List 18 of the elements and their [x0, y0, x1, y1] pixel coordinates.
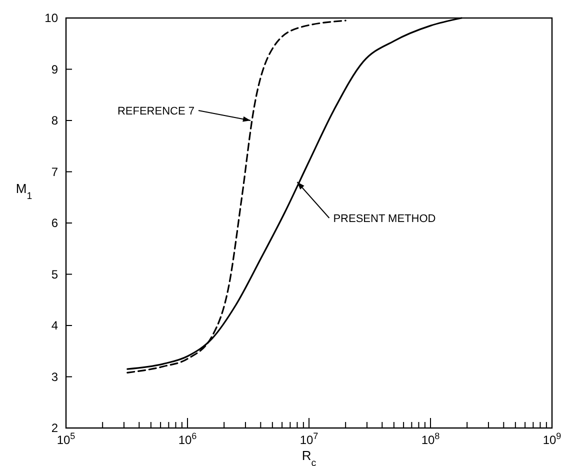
- annotation: REFERENCE 7: [117, 106, 194, 118]
- x-axis-title: R$_{c}$: [302, 448, 316, 466]
- x-tick-label: 10$^{8}$: [421, 431, 440, 447]
- y-tick-label: 6: [51, 216, 58, 230]
- x-tick-label: 10$^{5}$: [56, 431, 76, 447]
- y-tick-label: 8: [51, 114, 58, 128]
- y-tick-label: 2: [51, 421, 58, 435]
- y-tick-label: 5: [51, 267, 58, 282]
- annotation: PRESENT METHOD: [333, 213, 436, 225]
- y-tick-label: 9: [51, 62, 58, 76]
- x-tick-label: 10$^{6}$: [178, 431, 197, 447]
- y-tick-label: 7: [51, 164, 58, 179]
- y-tick-label: 10: [44, 11, 58, 25]
- x-tick-label: 10$^{7}$: [300, 431, 318, 447]
- y-axis-title: M$_{1}$: [16, 181, 32, 202]
- y-tick-label: 3: [51, 370, 58, 384]
- x-tick-label: 10$^{9}$: [542, 431, 562, 447]
- y-tick-label: 4: [51, 318, 58, 332]
